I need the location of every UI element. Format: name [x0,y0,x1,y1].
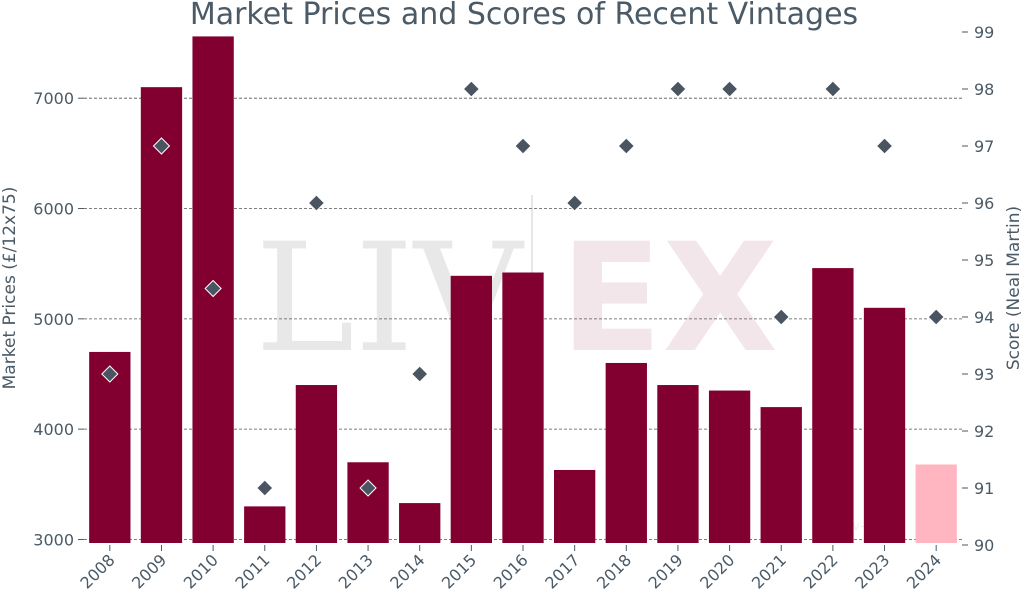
score-marker-2023 [875,137,894,155]
bar-2023 [863,307,906,543]
y2-tick-label: 93 [974,365,994,384]
x-tick-label: 2009 [128,550,170,592]
bar-2009 [140,87,183,544]
score-marker-2012 [307,194,326,212]
score-marker-2008 [101,365,119,383]
x-tick-label: 2024 [903,550,945,592]
x-tick-label: 2022 [799,550,841,592]
y2-tick-label: 99 [974,23,994,42]
y2-tick-label: 96 [974,194,994,213]
watermark-ex: EX [560,212,778,386]
y-tick-label: 4000 [33,420,74,439]
score-marker-2015 [462,80,481,98]
y-axis-label: Market Prices (£/12x75) [0,187,20,390]
score-marker-2010 [204,279,222,298]
bar-series [89,36,957,544]
y2-axis-label: Score (Neal Martin) [1004,206,1024,370]
bar-2022 [812,268,854,543]
x-tick-label: 2008 [76,550,118,592]
x-tick-label: 2021 [748,550,790,592]
bar-2021 [760,407,802,543]
bar-2019 [657,385,699,543]
score-marker-2016 [514,137,532,155]
bar-2013 [347,462,389,543]
x-tick-label: 2012 [283,550,325,592]
score-marker-2019 [669,80,687,98]
x-tick-label: 2014 [386,550,428,592]
y-tick-label: 6000 [33,200,74,219]
y2-tick-label: 92 [974,422,994,441]
x-tick-label: 2017 [541,550,583,592]
score-marker-2017 [565,194,584,212]
x-tick-label: 2011 [231,550,273,592]
y2-tick-label: 94 [974,308,994,327]
bar-2020 [708,390,751,543]
bar-2012 [295,385,338,543]
score-marker-2013 [359,479,377,497]
y-tick-label: 7000 [33,89,74,108]
bar-2011 [244,506,286,543]
y-tick-label: 3000 [33,530,74,549]
score-marker-2024 [927,308,945,326]
score-marker-2011 [256,479,274,497]
x-tick-label: 2015 [438,550,480,592]
score-series [101,80,945,497]
x-tick-label: 2020 [696,550,738,592]
y2-tick-label: 90 [974,536,994,555]
y-tick-label: 5000 [33,310,74,329]
chart-title: Market Prices and Scores of Recent Vinta… [190,0,858,32]
score-marker-2020 [720,80,739,98]
score-marker-2021 [772,308,790,326]
score-marker-2018 [617,137,636,155]
bar-2014 [399,503,441,543]
y2-tick-label: 97 [974,137,994,156]
bar-2017 [553,469,596,543]
bar-2018 [605,362,647,543]
x-tick-label: 2016 [490,550,532,592]
x-tick-label: 2023 [851,550,893,592]
y2-tick-label: 95 [974,251,994,270]
bar-2024 [915,464,957,543]
x-tick-label: 2019 [645,550,687,592]
bar-2015 [450,275,493,543]
x-tick-label: 2018 [593,550,635,592]
x-tick-label: 2010 [180,550,222,592]
y2-tick-label: 98 [974,80,994,99]
score-marker-2014 [410,365,429,383]
bar-2016 [502,272,544,543]
x-tick-label: 2013 [335,550,377,592]
score-marker-2022 [824,80,842,98]
y2-tick-label: 91 [974,479,994,498]
score-marker-2009 [152,137,171,155]
bar-2008 [89,351,131,543]
